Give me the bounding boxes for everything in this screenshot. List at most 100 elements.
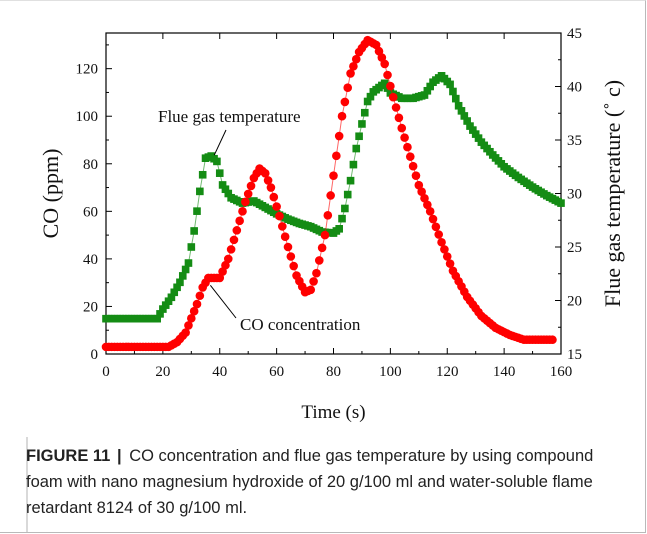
co-point [326,191,335,200]
caption-label: FIGURE 11 [26,447,111,465]
temp-point [343,190,352,199]
co-point [263,176,273,185]
y-left-tick-label: 60 [83,204,98,220]
temp-point [446,80,454,89]
co-point [334,131,344,141]
temp-point [215,169,224,177]
temp-point [338,214,346,223]
temp-point [213,157,221,166]
co-point [383,70,392,80]
y-left-tick-label: 120 [76,62,99,78]
co-point [440,245,449,254]
co-point [445,259,455,268]
co-point [386,81,395,91]
x-tick-label: 0 [102,364,110,380]
co-point [181,328,190,337]
co-point [408,161,418,171]
co-point [283,242,293,252]
co-point [275,211,284,221]
annotation-flue-gas: Flue gas temperature [158,107,301,126]
temp-point [196,187,204,196]
x-tick-label: 80 [326,364,341,380]
co-point [349,61,358,71]
temp-point [164,297,173,306]
y-left-tick-label: 40 [83,252,98,268]
co-point [314,256,324,265]
y-right-tick-label: 40 [567,80,582,96]
x-tick-label: 140 [493,364,516,380]
caption-text: CO concentration and flue gas temperatur… [26,447,594,517]
co-point [269,192,279,202]
co-point [272,202,281,211]
temp-point [423,86,432,95]
co-point [286,252,296,261]
co-point [548,335,557,345]
co-point [192,299,202,309]
temp-point [471,130,480,138]
annotation-co: CO concentration [240,315,361,334]
temp-point [218,181,227,189]
caption-divider [26,437,28,532]
co-point [380,59,389,69]
x-axis-label: Time (s) [301,402,365,423]
temp-point [460,112,469,120]
co-point [340,97,350,107]
co-point [431,222,441,232]
co-point [411,171,421,180]
co-point [420,193,429,203]
temp-point [355,132,363,141]
temp-point [224,189,233,198]
y-right-tick-label: 20 [567,294,582,310]
co-point [306,285,316,295]
co-point [417,187,426,197]
temp-point [161,301,170,309]
temp-point [170,288,179,297]
x-tick-label: 120 [436,364,459,380]
y-right-tick-label: 35 [567,133,582,149]
x-tick-label: 100 [379,364,402,380]
co-point [388,92,398,102]
temp-point [184,259,193,267]
co-point [323,210,333,220]
temp-point [193,207,201,215]
co-point [260,168,270,178]
co-point [337,111,347,121]
temp-point [198,170,207,179]
temp-point [346,176,355,185]
co-point [232,226,242,235]
annotation-leader [213,129,227,156]
temp-point [366,92,375,101]
temp-point [466,122,474,130]
co-point [320,230,330,240]
temp-point [176,278,184,287]
co-point [235,216,244,226]
temp-point [181,265,190,274]
y-right-tick-label: 45 [567,26,582,42]
x-tick-label: 60 [269,364,284,380]
y-right-tick-label: 25 [567,240,582,256]
temp-point [474,134,483,142]
co-point [428,214,438,224]
figure-caption: FIGURE 11 | CO concentration and flue ga… [26,443,626,521]
temp-point [358,120,366,128]
co-point [437,237,446,247]
temp-point [349,160,358,169]
temp-point [352,144,361,153]
co-point [278,222,287,231]
co-point [195,291,205,301]
temp-point [221,185,230,194]
temp-point [190,227,198,235]
temp-point [380,79,389,88]
temp-point [360,108,369,117]
x-tick-label: 40 [212,364,227,380]
co-point [317,243,327,253]
y-left-tick-label: 20 [83,299,98,315]
temp-point [167,293,176,302]
co-point [332,151,341,161]
temp-point [335,225,343,233]
co-point [280,232,290,241]
temp-point [557,199,565,207]
co-point [266,183,276,192]
temp-point [454,101,463,110]
